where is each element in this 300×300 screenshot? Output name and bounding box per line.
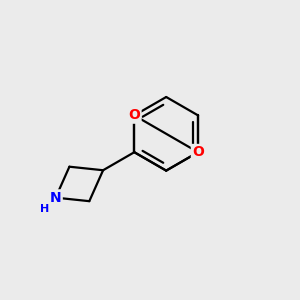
Text: N: N xyxy=(50,190,62,205)
Text: O: O xyxy=(128,108,140,122)
Text: H: H xyxy=(40,204,49,214)
Text: O: O xyxy=(192,145,204,159)
